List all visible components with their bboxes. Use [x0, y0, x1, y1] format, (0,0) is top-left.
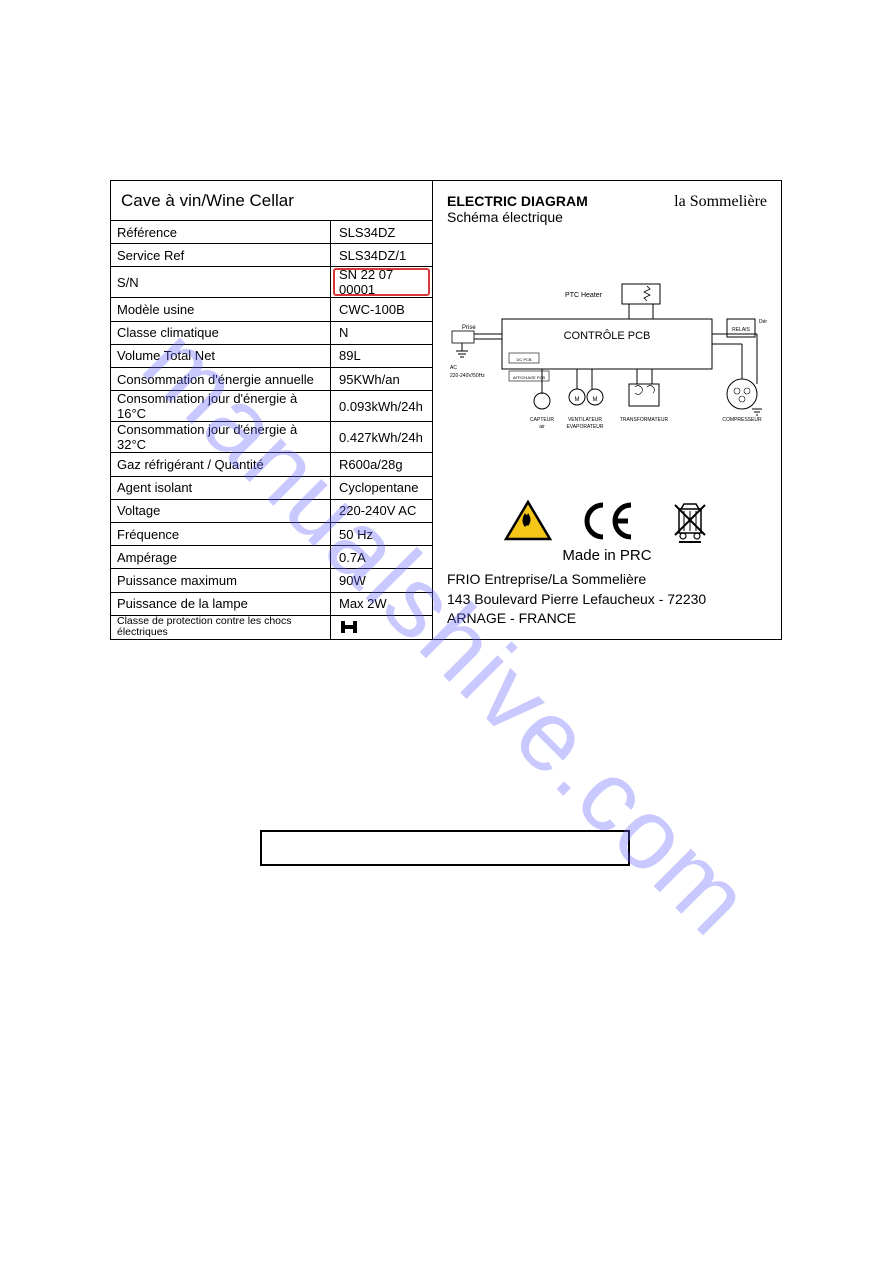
svg-text:air: air [539, 424, 545, 430]
spec-row: S/NSN 22 07 00001 [111, 267, 432, 298]
spec-label: Consommation jour d'énergie à 32°C [111, 422, 331, 452]
spec-value: SN 22 07 00001 [331, 267, 432, 297]
spec-label: Consommation jour d'énergie à 16°C [111, 391, 331, 421]
spec-label: Consommation d'énergie annuelle [111, 368, 331, 390]
spec-value: 89L [331, 345, 432, 367]
electric-diagram: PTC Heater CONTRÔLE PCB DC PCB AFFICHAGE… [447, 237, 767, 491]
svg-text:M: M [593, 397, 598, 403]
spec-value: 220-240V AC [331, 500, 432, 522]
spec-label: Modèle usine [111, 298, 331, 320]
spec-row: Puissance de la lampeMax 2W [111, 593, 432, 616]
protection-class-icon [339, 620, 359, 634]
spec-row: Volume Total Net89L [111, 345, 432, 368]
svg-text:Démarreur: Démarreur [759, 319, 767, 325]
spec-value: 0.427kWh/24h [331, 422, 432, 452]
spec-row: Gaz réfrigérant / QuantitéR600a/28g [111, 453, 432, 476]
svg-text:RELAIS: RELAIS [732, 327, 750, 333]
spec-value: 90W [331, 569, 432, 591]
spec-row: RéférenceSLS34DZ [111, 221, 432, 244]
spec-value: SLS34DZ/1 [331, 244, 432, 266]
spec-value: R600a/28g [331, 453, 432, 475]
spec-row: Modèle usineCWC-100B [111, 298, 432, 321]
address-line-1: FRIO Entreprise/La Sommelière [447, 570, 767, 590]
flammable-warning-icon [503, 499, 553, 543]
spec-row: Service RefSLS34DZ/1 [111, 244, 432, 267]
spec-label: Classe climatique [111, 322, 331, 344]
empty-box [260, 830, 630, 866]
spec-row: Classe climatiqueN [111, 322, 432, 345]
spec-row: Fréquence50 Hz [111, 523, 432, 546]
spec-label: Puissance de la lampe [111, 593, 331, 615]
made-in-text: Made in PRC [447, 547, 767, 564]
spec-label: Fréquence [111, 523, 331, 545]
spec-table: Cave à vin/Wine Cellar RéférenceSLS34DZS… [111, 181, 433, 639]
diagram-title-bold: ELECTRIC DIAGRAM [447, 193, 588, 209]
address-line-2: 143 Boulevard Pierre Lefaucheux - 72230 [447, 590, 767, 610]
weee-bin-icon [669, 499, 711, 543]
spec-value: CWC-100B [331, 298, 432, 320]
plate-title: Cave à vin/Wine Cellar [111, 181, 432, 221]
spec-row: Voltage220-240V AC [111, 500, 432, 523]
spec-label: Classe de protection contre les chocs él… [111, 616, 331, 639]
spec-row: Consommation jour d'énergie à 16°C0.093k… [111, 391, 432, 422]
svg-text:Prise: Prise [462, 325, 476, 331]
spec-label: Service Ref [111, 244, 331, 266]
svg-text:DC PCB: DC PCB [516, 357, 531, 362]
spec-value: 50 Hz [331, 523, 432, 545]
sn-highlight-box [333, 268, 430, 296]
spec-label: Agent isolant [111, 477, 331, 499]
svg-text:M: M [575, 397, 580, 403]
spec-value: 0.7A [331, 546, 432, 568]
svg-text:AFFICHAGE PCB: AFFICHAGE PCB [513, 375, 546, 380]
brand-logo-text: la Sommelière [674, 193, 767, 211]
svg-text:COMPRESSEUR: COMPRESSEUR [722, 417, 762, 423]
svg-text:CONTRÔLE PCB: CONTRÔLE PCB [564, 329, 651, 342]
spec-label: S/N [111, 267, 331, 297]
spec-value [331, 616, 432, 639]
spec-row: Classe de protection contre les chocs él… [111, 616, 432, 639]
spec-row: Consommation jour d'énergie à 32°C0.427k… [111, 422, 432, 453]
spec-value: Cyclopentane [331, 477, 432, 499]
compliance-icons [447, 499, 767, 543]
spec-row: Puissance maximum90W [111, 569, 432, 592]
spec-value: N [331, 322, 432, 344]
manufacturer-address: FRIO Entreprise/La Sommelière 143 Boulev… [447, 570, 767, 629]
spec-label: Volume Total Net [111, 345, 331, 367]
spec-row: Ampérage0.7A [111, 546, 432, 569]
spec-label: Référence [111, 221, 331, 243]
svg-text:220-240V/50Hz: 220-240V/50Hz [450, 373, 485, 379]
spec-value: 0.093kWh/24h [331, 391, 432, 421]
ce-mark-icon [583, 501, 639, 541]
diagram-title-sub: Schéma électrique [447, 209, 588, 225]
spec-value: SLS34DZ [331, 221, 432, 243]
svg-text:VENTILATEUR: VENTILATEUR [568, 417, 602, 423]
spec-row: Agent isolantCyclopentane [111, 477, 432, 500]
diagram-panel: ELECTRIC DIAGRAM Schéma électrique la So… [433, 181, 781, 639]
page-content: Cave à vin/Wine Cellar RéférenceSLS34DZS… [0, 0, 893, 866]
diagram-header: ELECTRIC DIAGRAM Schéma électrique la So… [447, 193, 767, 225]
rating-plate: Cave à vin/Wine Cellar RéférenceSLS34DZS… [110, 180, 782, 640]
svg-text:CAPTEUR: CAPTEUR [530, 417, 554, 423]
svg-text:PTC Heater: PTC Heater [565, 292, 603, 299]
spec-row: Consommation d'énergie annuelle95KWh/an [111, 368, 432, 391]
spec-label: Puissance maximum [111, 569, 331, 591]
spec-value: 95KWh/an [331, 368, 432, 390]
spec-value: Max 2W [331, 593, 432, 615]
svg-text:AC: AC [450, 365, 457, 371]
spec-label: Gaz réfrigérant / Quantité [111, 453, 331, 475]
spec-label: Voltage [111, 500, 331, 522]
address-line-3: ARNAGE - FRANCE [447, 609, 767, 629]
svg-text:EVAPORATEUR: EVAPORATEUR [566, 424, 603, 430]
svg-text:TRANSFORMATEUR: TRANSFORMATEUR [620, 417, 669, 423]
spec-label: Ampérage [111, 546, 331, 568]
